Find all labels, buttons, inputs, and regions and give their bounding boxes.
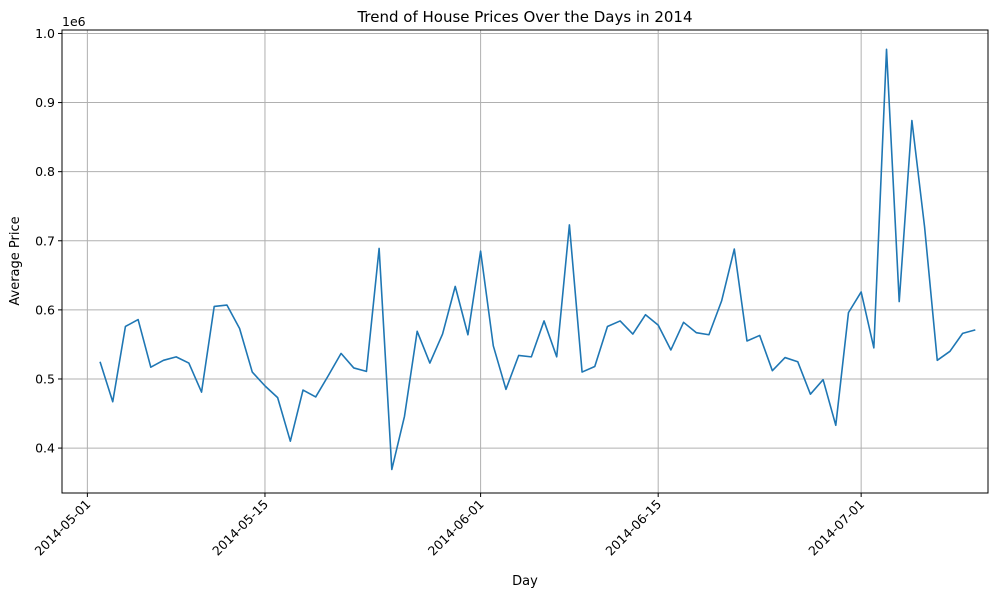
axis-ticks: 0.4 0.5 0.6 0.7 0.8 0.9 1.0 2014-05-01 2014-05-1… [32, 26, 868, 559]
data-point [162, 359, 165, 362]
data-point [238, 327, 241, 330]
data-point [898, 300, 901, 303]
data-point [530, 355, 533, 358]
data-point [441, 333, 444, 336]
data-point [669, 348, 672, 351]
data-point [314, 395, 317, 398]
x-axis-label: Day [512, 574, 538, 589]
data-point [822, 378, 825, 381]
y-offset-label: 1e6 [62, 14, 86, 29]
data-point [568, 223, 571, 226]
data-point [707, 333, 710, 336]
y-tick-label: 0.5 [35, 371, 55, 386]
data-point [644, 313, 647, 316]
x-tick-label: 2014-07-01 [805, 497, 867, 559]
data-point [428, 362, 431, 365]
y-tick-label: 1.0 [35, 26, 55, 41]
data-point [834, 424, 837, 427]
data-point [745, 339, 748, 342]
y-axis-label: Average Price [8, 216, 23, 305]
data-point [809, 393, 812, 396]
data-point [378, 247, 381, 250]
data-point [403, 415, 406, 418]
x-tick-label: 2014-06-15 [602, 497, 664, 559]
data-point [860, 290, 863, 293]
data-point [885, 48, 888, 51]
data-point [263, 384, 266, 387]
y-tick-label: 0.4 [35, 441, 55, 456]
data-point [213, 305, 216, 308]
data-point [796, 360, 799, 363]
chart-title: Trend of House Prices Over the Days in 2… [356, 8, 692, 26]
data-point [733, 248, 736, 251]
series-layer [99, 48, 977, 471]
plot-frame [61, 29, 989, 494]
data-point [149, 366, 152, 369]
data-point [225, 304, 228, 307]
data-point [365, 370, 368, 373]
data-point [593, 365, 596, 368]
data-point [936, 359, 939, 362]
x-tick-label: 2014-05-15 [209, 497, 271, 559]
grid-lines [62, 30, 988, 493]
data-point [466, 333, 469, 336]
data-point [847, 311, 850, 314]
series-line [99, 48, 976, 471]
data-point [99, 360, 102, 363]
data-point [771, 369, 774, 372]
data-point [276, 396, 279, 399]
data-point [251, 371, 254, 374]
data-point [124, 325, 127, 328]
data-point [200, 391, 203, 394]
data-point [695, 331, 698, 334]
data-point [657, 324, 660, 327]
data-point [327, 374, 330, 377]
data-point [289, 440, 292, 443]
data-point [352, 366, 355, 369]
data-point [390, 468, 393, 471]
data-point [682, 321, 685, 324]
data-point [504, 388, 507, 391]
data-point [543, 319, 546, 322]
data-point [961, 332, 964, 335]
data-point [619, 319, 622, 322]
data-point [606, 325, 609, 328]
data-point [720, 299, 723, 302]
data-point [340, 352, 343, 355]
data-point [631, 333, 634, 336]
x-tick-label: 2014-05-01 [32, 497, 94, 559]
data-point [784, 356, 787, 359]
data-point [948, 350, 951, 353]
data-point [175, 355, 178, 358]
data-point [581, 371, 584, 374]
data-point [302, 389, 305, 392]
data-point [923, 225, 926, 228]
data-point [479, 250, 482, 253]
data-point [872, 346, 875, 349]
data-point [910, 119, 913, 122]
y-tick-label: 0.7 [35, 233, 55, 248]
data-point [555, 355, 558, 358]
data-point [416, 330, 419, 333]
data-point [492, 344, 495, 347]
y-tick-label: 0.6 [35, 302, 55, 317]
data-point [137, 318, 140, 321]
data-point [454, 285, 457, 288]
y-tick-label: 0.8 [35, 164, 55, 179]
data-point [974, 328, 977, 331]
data-point [517, 354, 520, 357]
x-tick-label: 2014-06-01 [425, 497, 487, 559]
data-point [758, 334, 761, 337]
data-point [111, 400, 114, 403]
data-point [187, 362, 190, 365]
y-tick-label: 0.9 [35, 95, 55, 110]
